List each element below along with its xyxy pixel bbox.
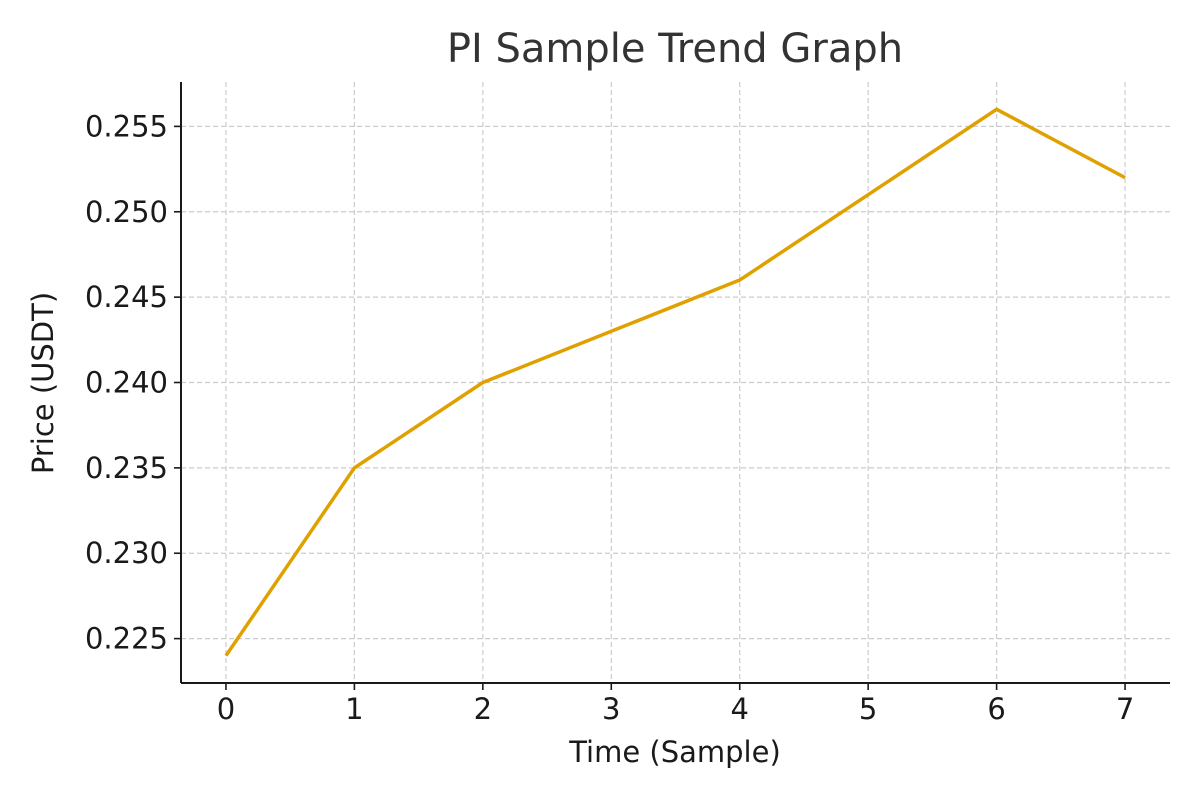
chart-title: PI Sample Trend Graph [447,26,903,72]
y-tick-label: 0.225 [85,622,168,656]
y-tick-label: 0.235 [85,451,168,485]
x-tick-label: 5 [859,692,877,726]
y-tick-label: 0.240 [85,366,168,400]
y-tick-label: 0.255 [85,109,168,143]
series-layer [224,107,1126,657]
x-tick-label: 2 [474,692,492,726]
x-axis-label: Time (Sample) [568,735,781,769]
x-tick-label: 0 [217,692,235,726]
x-tick-label: 1 [345,692,363,726]
y-tick-label: 0.245 [85,280,168,314]
x-tick-label: 7 [1116,692,1134,726]
series-line [224,107,1126,657]
x-tick-label: 3 [602,692,620,726]
y-tick-label: 0.250 [85,195,168,229]
ticks: 0 1 2 3 4 5 6 7 0.225 0.230 0.235 0.240 0.245 0.250 0.… [85,109,1134,726]
x-tick-label: 4 [730,692,748,726]
grid [181,82,1170,683]
x-tick-label: 6 [987,692,1005,726]
y-tick-label: 0.230 [85,536,168,570]
y-axis-label: Price (USDT) [26,292,60,474]
